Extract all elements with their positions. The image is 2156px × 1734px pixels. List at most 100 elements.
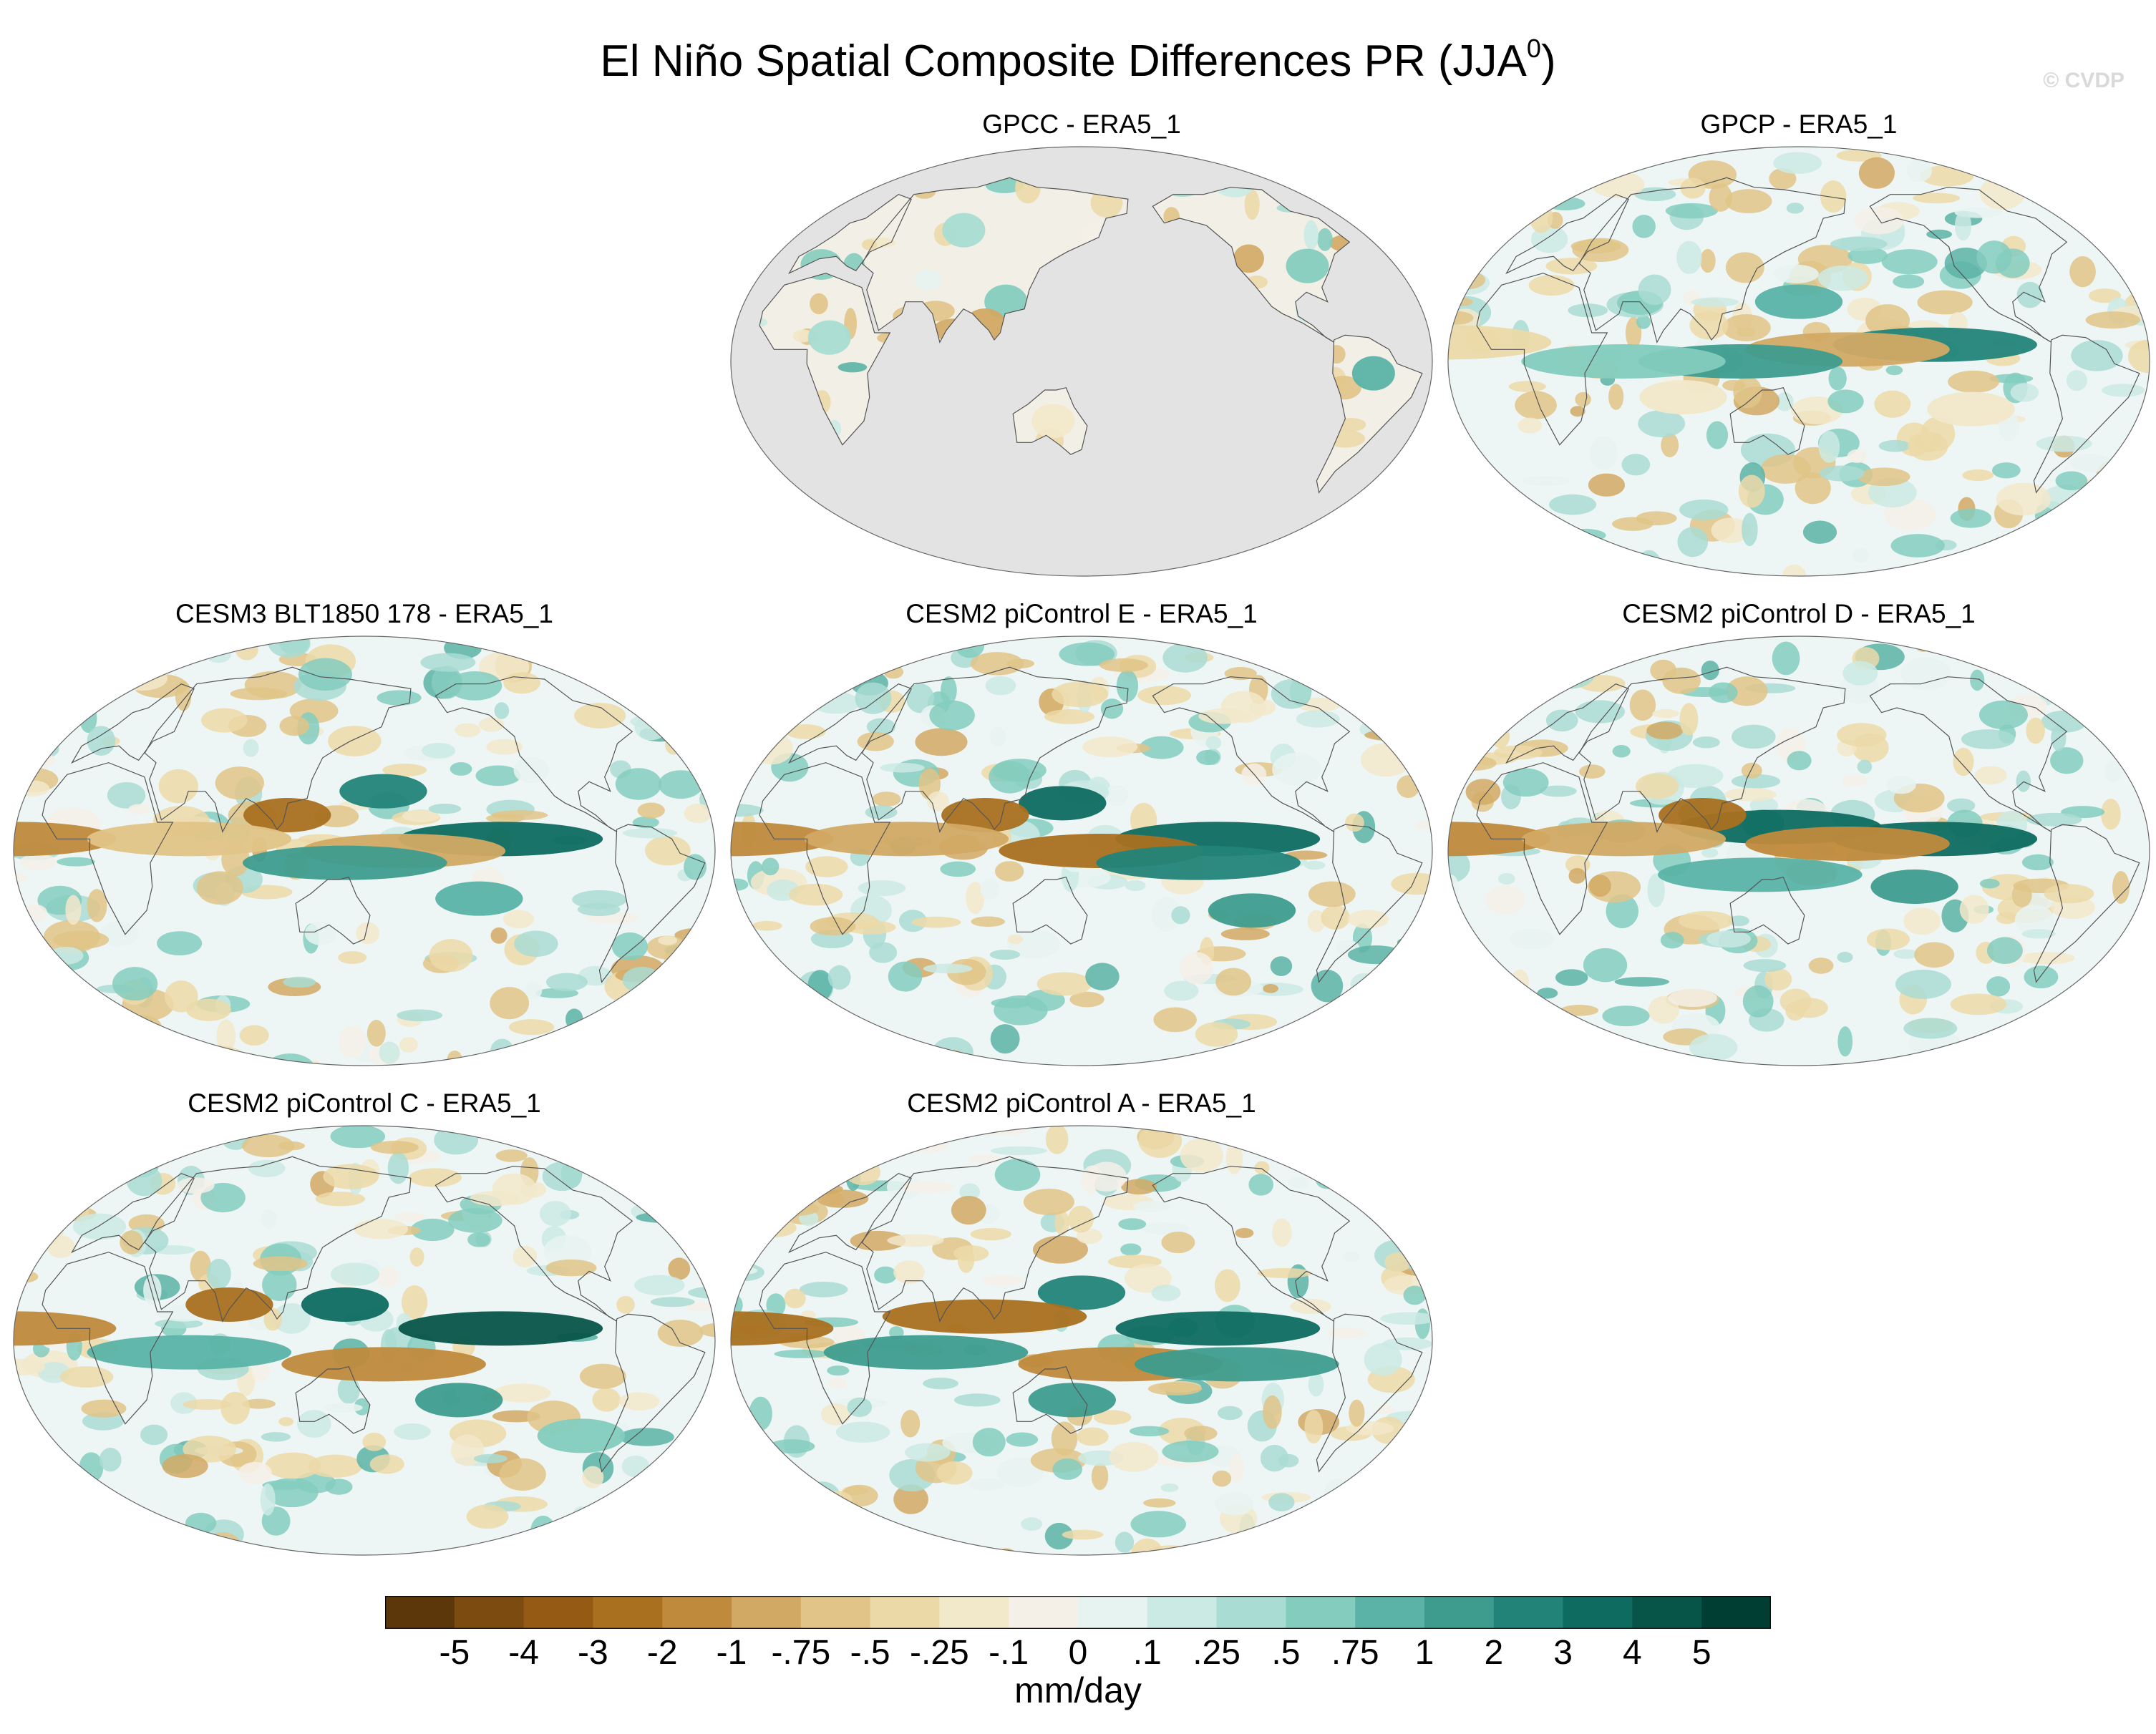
noise-blob xyxy=(455,723,481,738)
noise-blob xyxy=(76,1014,115,1033)
noise-blob xyxy=(49,946,84,965)
noise-blob xyxy=(1087,1161,1127,1192)
noise-blob xyxy=(1342,1251,1360,1262)
colorbar-border xyxy=(385,1596,1771,1629)
australia-outline xyxy=(1729,876,1805,945)
noise-blob xyxy=(1578,764,1606,779)
asia-outline xyxy=(144,1156,412,1323)
noise-blob xyxy=(2071,340,2123,371)
noise-blob xyxy=(1701,847,1719,858)
colorbar-swatch-5 xyxy=(732,1596,802,1629)
noise-blob xyxy=(473,1453,508,1463)
australia-outline xyxy=(1012,1365,1088,1434)
noise-blob xyxy=(688,1286,715,1299)
noise-blob xyxy=(621,1455,650,1478)
noise-blob xyxy=(112,967,158,1001)
noise-blob xyxy=(1742,512,1758,547)
noise-blob xyxy=(618,1428,674,1446)
noise-blob xyxy=(1311,970,1344,1003)
noise-blob xyxy=(29,702,64,717)
noise-blob xyxy=(2019,952,2075,965)
noise-blob xyxy=(1837,1026,1853,1057)
noise-blob xyxy=(731,690,755,719)
noise-blob xyxy=(79,1539,103,1555)
noise-blob xyxy=(260,1484,276,1516)
noise-blob xyxy=(1837,723,1887,747)
noise-blob xyxy=(687,1028,704,1040)
noise-blob xyxy=(338,951,367,964)
noise-blob xyxy=(1356,671,1397,694)
noise-blob xyxy=(1636,314,1651,329)
noise-blob xyxy=(936,1461,973,1485)
noise-blob xyxy=(1327,1327,1367,1339)
noise-blob xyxy=(46,1033,95,1060)
noise-blob xyxy=(241,1134,295,1158)
australia-outline xyxy=(1012,876,1088,945)
noise-blob xyxy=(2119,181,2149,204)
noise-blob xyxy=(982,1275,1023,1286)
australia-outline xyxy=(295,1365,371,1434)
noise-blob xyxy=(1362,1131,1399,1161)
noise-blob xyxy=(612,1504,663,1529)
noise-blob xyxy=(1787,751,1812,771)
noise-blob xyxy=(810,293,828,315)
noise-blob xyxy=(1304,860,1326,870)
noise-blob xyxy=(751,732,793,765)
africa-outline xyxy=(1476,762,1608,935)
noise-blob xyxy=(1115,1531,1135,1553)
noise-blob xyxy=(1906,159,1932,182)
noise-blob xyxy=(1521,476,1570,487)
europe-outline xyxy=(788,194,912,275)
map-plot xyxy=(1447,635,2150,1066)
noise-blob xyxy=(2130,739,2150,765)
noise-blob xyxy=(1448,557,1496,576)
noise-blob xyxy=(1749,797,1779,814)
noise-blob xyxy=(144,638,162,648)
noise-blob xyxy=(684,753,715,766)
noise-blob xyxy=(1303,220,1319,250)
noise-blob xyxy=(994,861,1024,882)
noise-blob xyxy=(656,673,689,686)
noise-blob xyxy=(1006,1432,1039,1447)
colorbar-swatch-19 xyxy=(1701,1596,1771,1629)
south-america-outline xyxy=(598,1313,706,1473)
map-panel-cesm2-picontrol-c: CESM2 piControl C - ERA5_1 xyxy=(10,1086,719,1559)
asia-outline xyxy=(861,666,1129,833)
noise-blob xyxy=(2130,147,2150,152)
noise-blob xyxy=(1448,147,1477,169)
noise-blob xyxy=(1970,669,1985,691)
noise-blob xyxy=(1914,942,1955,968)
noise-blob xyxy=(2049,196,2096,212)
noise-blob xyxy=(567,646,583,659)
noise-blob xyxy=(991,998,1033,1008)
noise-blob xyxy=(1527,147,1573,150)
noise-blob xyxy=(1452,520,1485,545)
noise-blob xyxy=(1501,547,1517,565)
noise-blob xyxy=(47,711,72,739)
anomaly-feature xyxy=(435,881,523,916)
noise-blob xyxy=(1647,873,1665,907)
noise-blob xyxy=(1125,880,1146,892)
noise-blob xyxy=(2109,520,2141,535)
noise-blob xyxy=(686,1302,715,1312)
noise-blob xyxy=(1953,747,1974,776)
anomaly-feature xyxy=(1286,248,1329,283)
noise-blob xyxy=(354,1219,409,1239)
noise-blob xyxy=(1339,689,1364,704)
noise-blob xyxy=(1728,915,1749,927)
noise-blob xyxy=(1291,1048,1337,1065)
noise-blob xyxy=(1329,1490,1356,1502)
noise-blob xyxy=(889,1524,911,1541)
noise-blob xyxy=(971,916,1005,927)
noise-blob xyxy=(1706,421,1729,449)
noise-blob xyxy=(1772,641,1800,676)
noise-blob xyxy=(1448,159,1485,177)
noise-blob xyxy=(1764,968,1792,991)
noise-blob xyxy=(420,653,476,672)
noise-blob xyxy=(527,1042,553,1061)
noise-blob xyxy=(67,636,91,646)
noise-blob xyxy=(494,702,510,719)
noise-blob xyxy=(1398,1197,1432,1213)
anomaly-feature xyxy=(804,822,1009,857)
colorbar-tick-label: -.1 xyxy=(989,1634,1029,1672)
